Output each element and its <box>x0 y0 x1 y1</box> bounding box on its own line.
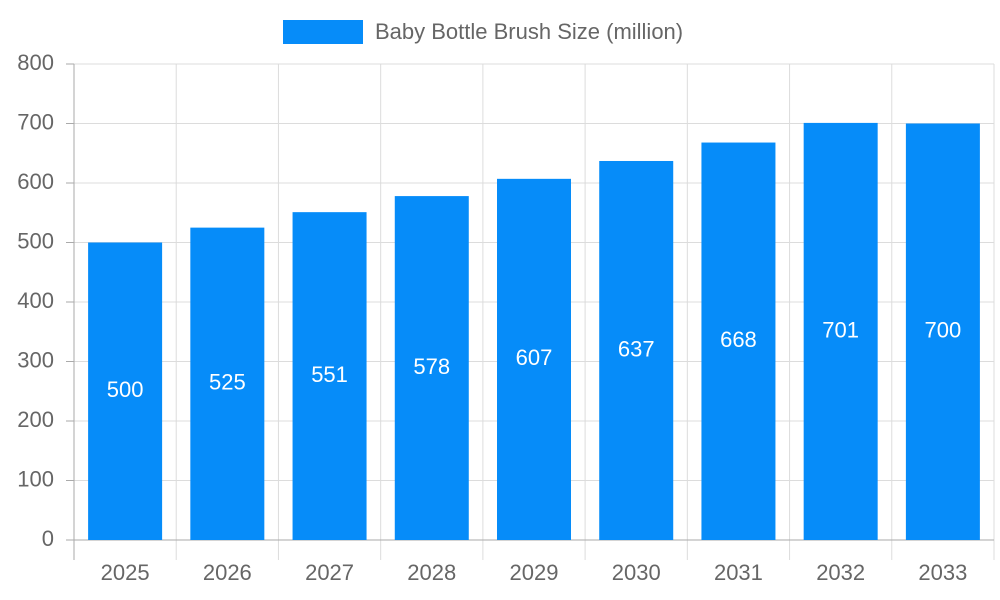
value-label: 700 <box>925 318 962 343</box>
x-tick-label: 2025 <box>101 560 150 585</box>
value-label: 637 <box>618 336 655 361</box>
x-tick-label: 2032 <box>816 560 865 585</box>
x-tick-label: 2033 <box>918 560 967 585</box>
y-tick-label: 600 <box>17 169 54 194</box>
bar <box>803 122 878 540</box>
y-tick-label: 300 <box>17 347 54 372</box>
y-tick-label: 100 <box>17 466 54 491</box>
value-label: 701 <box>822 317 859 342</box>
bar <box>701 142 776 541</box>
bar <box>88 242 163 540</box>
value-label: 578 <box>413 354 450 379</box>
value-label: 500 <box>107 377 144 402</box>
bar <box>599 160 674 541</box>
x-tick-label: 2026 <box>203 560 252 585</box>
value-label: 607 <box>516 345 553 370</box>
x-tick-label: 2029 <box>510 560 559 585</box>
value-label: 551 <box>311 362 348 387</box>
y-tick-label: 800 <box>17 50 54 75</box>
bar <box>905 123 980 540</box>
y-tick-label: 200 <box>17 407 54 432</box>
y-tick-label: 400 <box>17 288 54 313</box>
x-tick-label: 2030 <box>612 560 661 585</box>
y-tick-label: 700 <box>17 109 54 134</box>
y-tick-label: 500 <box>17 228 54 253</box>
bar <box>190 227 265 540</box>
bar <box>292 212 367 540</box>
bar <box>497 178 571 540</box>
y-tick-label: 0 <box>42 526 54 551</box>
x-tick-label: 2027 <box>305 560 354 585</box>
x-tick-label: 2031 <box>714 560 763 585</box>
value-label: 525 <box>209 370 246 395</box>
bar <box>394 196 469 540</box>
legend-swatch <box>283 20 363 44</box>
value-label: 668 <box>720 327 757 352</box>
x-tick-label: 2028 <box>407 560 456 585</box>
legend-label: Baby Bottle Brush Size (million) <box>375 19 683 44</box>
